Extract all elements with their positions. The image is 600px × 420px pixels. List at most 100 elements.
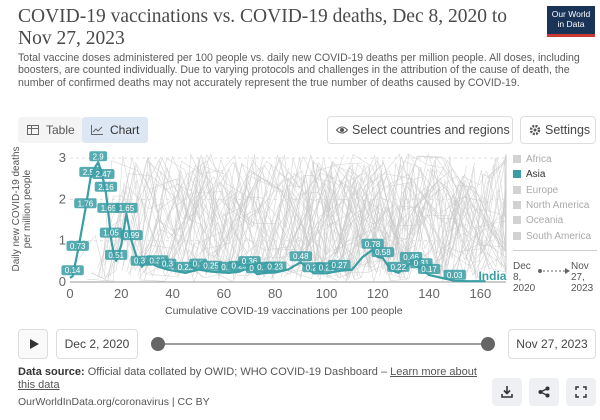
end-date-box[interactable]: Nov 27, 2023 [508,329,596,359]
fullscreen-icon [575,386,587,398]
data-label-bg [387,261,410,272]
background-line [398,176,507,280]
data-label: 0.48 [293,252,309,261]
time-legend-start-year: 2020 [513,283,536,294]
data-label-bg [264,261,287,272]
background-line [416,157,507,278]
fullscreen-button[interactable] [566,378,596,406]
tab-chart[interactable]: Chart [82,117,148,143]
data-label: 2.52 [83,168,99,177]
y-tick-labels: 0 1 2 3 [59,150,66,289]
background-line [368,162,447,271]
background-line [138,153,260,281]
select-countries-label: Select countries and regions [352,123,510,137]
background-line [392,184,507,280]
source-text: Official data collated by OWID; WHO COVI… [87,366,388,378]
data-label-bg [158,258,177,269]
data-label: 0.3 [193,260,205,269]
owid-logo[interactable]: Our World in Data [547,6,595,37]
background-line [121,162,245,278]
data-label-bg [443,269,466,280]
background-line [327,168,434,281]
data-label: 0.73 [70,242,86,251]
source-label: Data source: [18,366,85,378]
background-line [299,159,408,272]
data-label: 0.25 [203,262,219,271]
timeline-start-handle[interactable] [151,337,165,351]
time-legend-end: Nov 27, 2023 [571,261,593,294]
start-date-box[interactable]: Dec 2, 2020 [56,329,138,359]
data-label-bg [371,247,395,258]
background-line [339,159,474,261]
data-label-bg [89,151,108,162]
data-label-bg [417,264,441,274]
background-line [156,153,269,271]
background-line [403,173,507,279]
background-line [275,162,425,279]
background-line [212,191,345,275]
background-line [147,156,264,262]
data-label: 0.3 [162,260,174,269]
play-button[interactable] [18,329,48,359]
legend-swatch [513,185,521,194]
data-label: 0.37 [134,257,150,266]
timeline-end-handle[interactable] [481,337,495,351]
background-line [206,178,353,277]
data-label: 2.9 [93,152,105,161]
share-icon [538,386,550,398]
background-line [107,157,237,279]
background-line [184,173,299,279]
legend-label: Africa [526,154,552,165]
data-label: 0.51 [108,251,124,260]
settings-label: Settings [545,123,591,137]
legend-swatch [513,170,521,179]
play-icon [30,339,39,349]
data-labels-layer: 0.14 0.73 1.76 2.52 2.9 2.47 2.16 1.65 1.05 0.51 1… [61,151,466,280]
data-label: 0.22 [391,263,407,272]
data-label-bg [61,265,84,276]
background-line [320,164,440,273]
data-label: 2.16 [98,183,114,192]
x-tick-label: 80 [268,286,282,300]
share-button[interactable] [529,378,559,406]
background-line [350,153,489,281]
timeline-track[interactable] [158,343,488,345]
background-line [395,160,504,263]
background-line [248,163,404,267]
learn-more-link[interactable]: Learn more about this data [18,366,477,391]
tab-table[interactable]: Table [18,117,82,143]
legend-swatch [513,216,521,225]
y-tick-label: 3 [59,150,66,165]
data-label: 0.31 [414,259,430,268]
background-line [129,154,250,276]
y-tick-label: 0 [59,274,66,289]
time-legend-start: Dec 8, 2020 [513,261,535,294]
x-tick-label: 0 [66,286,73,300]
legend-label: Oceania [526,215,564,227]
background-line [112,161,208,271]
select-countries-button[interactable]: Select countries and regions [327,116,513,144]
y-tick-label: 2 [59,191,66,206]
background-line [283,189,414,278]
x-tick-label: 140 [418,286,440,300]
background-country-lines [71,153,507,283]
x-tick-label: 40 [165,286,179,300]
gear-icon [529,124,541,136]
time-legend-end-month: Nov [571,261,589,272]
data-label-bg [328,259,351,270]
table-icon [27,125,39,135]
data-label: 0.14 [65,266,81,275]
background-line [286,159,401,266]
data-label-bg [105,249,128,260]
background-line [240,180,353,278]
background-line [281,160,399,283]
time-legend-start-day: 8, [513,272,522,283]
settings-button[interactable]: Settings [520,116,596,144]
background-line [365,153,505,273]
download-button[interactable] [492,378,522,406]
data-label: 0.23 [267,263,283,272]
series-name-label: India [478,269,506,283]
background-line [104,186,227,266]
background-line [300,199,391,281]
logo-accent-bar [547,34,595,37]
